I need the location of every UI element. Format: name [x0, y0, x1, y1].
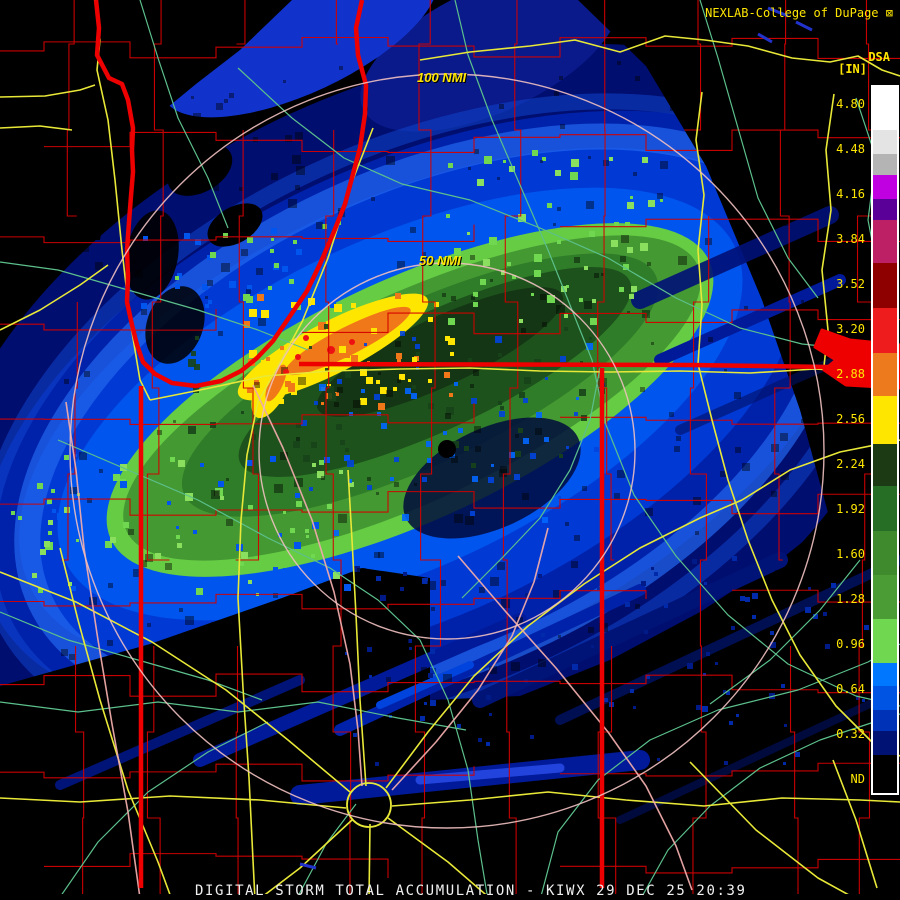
- colorbar-tick-label: 1.92: [836, 502, 865, 516]
- colorbar-segment: [873, 308, 897, 353]
- radar-site-dot: [438, 440, 456, 458]
- product-unit: [IN]: [838, 62, 867, 76]
- range-ring-100nmi: [69, 73, 825, 829]
- site-title-text: NEXLAB-College of DuPage: [705, 6, 879, 20]
- colorbar-segment: [873, 710, 897, 731]
- colorbar-tick-label: 4.48: [836, 142, 865, 156]
- product-caption: DIGITAL STORM TOTAL ACCUMULATION - KIWX …: [195, 883, 747, 899]
- colorbar-tick-label: 2.88: [836, 367, 865, 381]
- colorbar-segment: [873, 663, 897, 686]
- colorbar-tick-label: 0.64: [836, 682, 865, 696]
- colorbar-segment: [873, 199, 897, 220]
- colorbar-tick-label: 4.80: [836, 97, 865, 111]
- range-ring-label-50nmi: 50 NMI: [419, 253, 461, 268]
- colorbar-segments: [873, 87, 897, 793]
- colorbar-segment: [873, 353, 897, 396]
- range-ring-50nmi: [258, 262, 636, 640]
- colorbar-segment: [873, 220, 897, 263]
- lake-michigan-shoreline: [93, 0, 369, 389]
- colorbar-segment: [873, 175, 897, 199]
- colorbar-tick-label: 1.28: [836, 592, 865, 606]
- product-code: DSA: [868, 50, 890, 64]
- colorbar-tick-label: 0.96: [836, 637, 865, 651]
- interstates: [65, 384, 693, 899]
- colorbar-segment: [873, 87, 897, 130]
- colorbar-segment: [873, 686, 897, 710]
- colorbar-tick-label: 3.20: [836, 322, 865, 336]
- colorbar-tick-label: 0.32: [836, 727, 865, 741]
- colorbar-tick-label: 4.16: [836, 187, 865, 201]
- colorbar-segment: [873, 486, 897, 531]
- colorbar: [871, 85, 899, 795]
- range-rings: [69, 73, 825, 829]
- colorbar-segment: [873, 531, 897, 575]
- colorbar-segment: [873, 731, 897, 755]
- bottom-strip: [0, 894, 900, 900]
- colorbar-tick-label: 3.84: [836, 232, 865, 246]
- colorbar-segment: [873, 575, 897, 619]
- small-lakes: [299, 6, 813, 870]
- colorbar-segment: [873, 444, 897, 486]
- site-title: NEXLAB-College of DuPage ⊠: [705, 6, 893, 20]
- colorbar-tick-label: 2.56: [836, 412, 865, 426]
- window-link-icon[interactable]: ⊠: [885, 6, 893, 20]
- range-ring-label-100nmi: 100 NMI: [417, 70, 467, 85]
- colorbar-tick-label: 2.24: [836, 457, 865, 471]
- colorbar-segment: [873, 396, 897, 444]
- colorbar-segment: [873, 619, 897, 663]
- colorbar-segment: [873, 755, 897, 793]
- colorbar-segment: [873, 263, 897, 308]
- in-mi-border: [298, 361, 831, 370]
- colorbar-segment: [873, 154, 897, 175]
- colorbar-tick-label: 1.60: [836, 547, 865, 561]
- colorbar-tick-label: ND: [850, 772, 865, 786]
- colorbar-segment: [873, 130, 897, 154]
- colorbar-tick-label: 3.52: [836, 277, 865, 291]
